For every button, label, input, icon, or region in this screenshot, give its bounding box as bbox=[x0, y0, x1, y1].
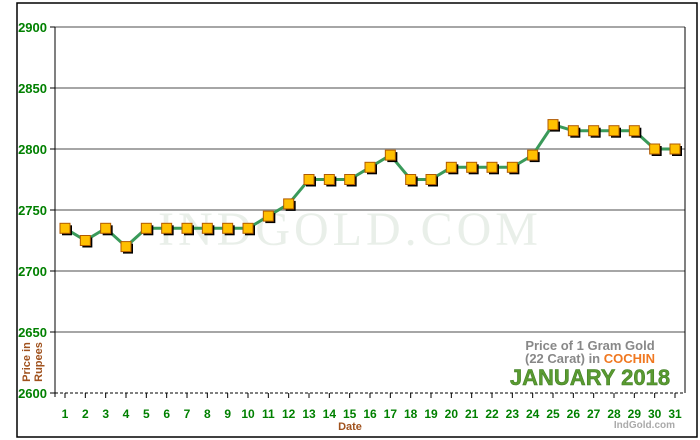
data-point bbox=[506, 161, 518, 173]
legend-month: JANUARY 2018 bbox=[510, 365, 670, 390]
credit-text: IndGold.com bbox=[614, 420, 675, 431]
x-tick-label: 6 bbox=[163, 407, 170, 421]
x-tick-label: 16 bbox=[363, 407, 377, 421]
x-tick-label: 13 bbox=[302, 407, 316, 421]
data-point bbox=[242, 222, 254, 234]
data-point bbox=[364, 161, 376, 173]
x-tick-label: 22 bbox=[485, 407, 499, 421]
x-tick-label: 24 bbox=[526, 407, 540, 421]
x-tick-label: 11 bbox=[262, 407, 275, 421]
data-point bbox=[567, 125, 579, 137]
data-point bbox=[120, 241, 132, 253]
x-tick-label: 10 bbox=[241, 407, 255, 421]
x-tick-label: 15 bbox=[343, 407, 357, 421]
x-tick-label: 12 bbox=[282, 407, 296, 421]
x-tick-label: 4 bbox=[123, 407, 130, 421]
x-tick-label: 8 bbox=[204, 407, 211, 421]
y-axis-label: Price inRupees bbox=[21, 342, 45, 382]
data-point bbox=[547, 119, 559, 131]
data-point bbox=[384, 149, 396, 161]
y-tick-label: 2700 bbox=[18, 264, 47, 279]
data-point bbox=[445, 161, 457, 173]
x-axis-label: Date bbox=[338, 421, 362, 433]
x-tick-label: 31 bbox=[668, 407, 682, 421]
data-point bbox=[262, 210, 274, 222]
data-point bbox=[425, 174, 437, 185]
data-point bbox=[405, 174, 417, 185]
x-tick-label: 30 bbox=[648, 407, 662, 421]
y-tick-label: 2600 bbox=[18, 386, 47, 401]
data-point bbox=[59, 222, 71, 234]
x-tick-label: 14 bbox=[323, 407, 337, 421]
x-tick-label: 23 bbox=[506, 407, 520, 421]
data-point bbox=[588, 125, 600, 137]
data-point bbox=[161, 222, 173, 234]
y-tick-label: 2750 bbox=[18, 203, 47, 218]
data-point bbox=[486, 161, 498, 173]
x-tick-label: 2 bbox=[82, 407, 89, 421]
data-point bbox=[201, 222, 213, 234]
data-point bbox=[283, 198, 295, 210]
x-tick-label: 25 bbox=[546, 407, 560, 421]
data-point bbox=[222, 222, 234, 234]
data-point bbox=[527, 149, 539, 161]
data-point bbox=[649, 143, 661, 155]
legend-line1: Price of 1 Gram Gold bbox=[525, 338, 654, 353]
chart-frame bbox=[16, 2, 698, 438]
data-point bbox=[100, 222, 112, 234]
data-point bbox=[140, 222, 152, 234]
data-point bbox=[466, 161, 478, 173]
x-tick-label: 20 bbox=[445, 407, 459, 421]
data-point bbox=[323, 174, 335, 185]
data-point bbox=[79, 235, 91, 246]
x-tick-label: 7 bbox=[184, 407, 191, 421]
x-tick-label: 17 bbox=[384, 407, 398, 421]
x-tick-label: 19 bbox=[424, 407, 438, 421]
x-tick-label: 1 bbox=[62, 407, 69, 421]
y-tick-label: 2850 bbox=[18, 81, 47, 96]
x-tick-label: 3 bbox=[102, 407, 109, 421]
x-tick-label: 29 bbox=[628, 407, 642, 421]
y-tick-label: 2650 bbox=[18, 325, 47, 340]
x-tick-label: 27 bbox=[587, 407, 601, 421]
data-point bbox=[181, 222, 193, 234]
x-tick-label: 21 bbox=[465, 407, 479, 421]
x-tick-label: 18 bbox=[404, 407, 418, 421]
data-point bbox=[608, 125, 620, 137]
y-tick-label: 2800 bbox=[18, 142, 47, 157]
data-point bbox=[628, 125, 640, 137]
y-tick-label: 2900 bbox=[18, 20, 47, 35]
x-tick-label: 26 bbox=[567, 407, 581, 421]
data-point bbox=[344, 174, 356, 185]
data-point bbox=[669, 143, 681, 155]
x-tick-label: 9 bbox=[224, 407, 231, 421]
legend-line2: (22 Carat) in COCHIN bbox=[525, 351, 655, 366]
x-tick-label: 28 bbox=[607, 407, 621, 421]
x-tick-label: 5 bbox=[143, 407, 150, 421]
data-point bbox=[303, 174, 315, 185]
